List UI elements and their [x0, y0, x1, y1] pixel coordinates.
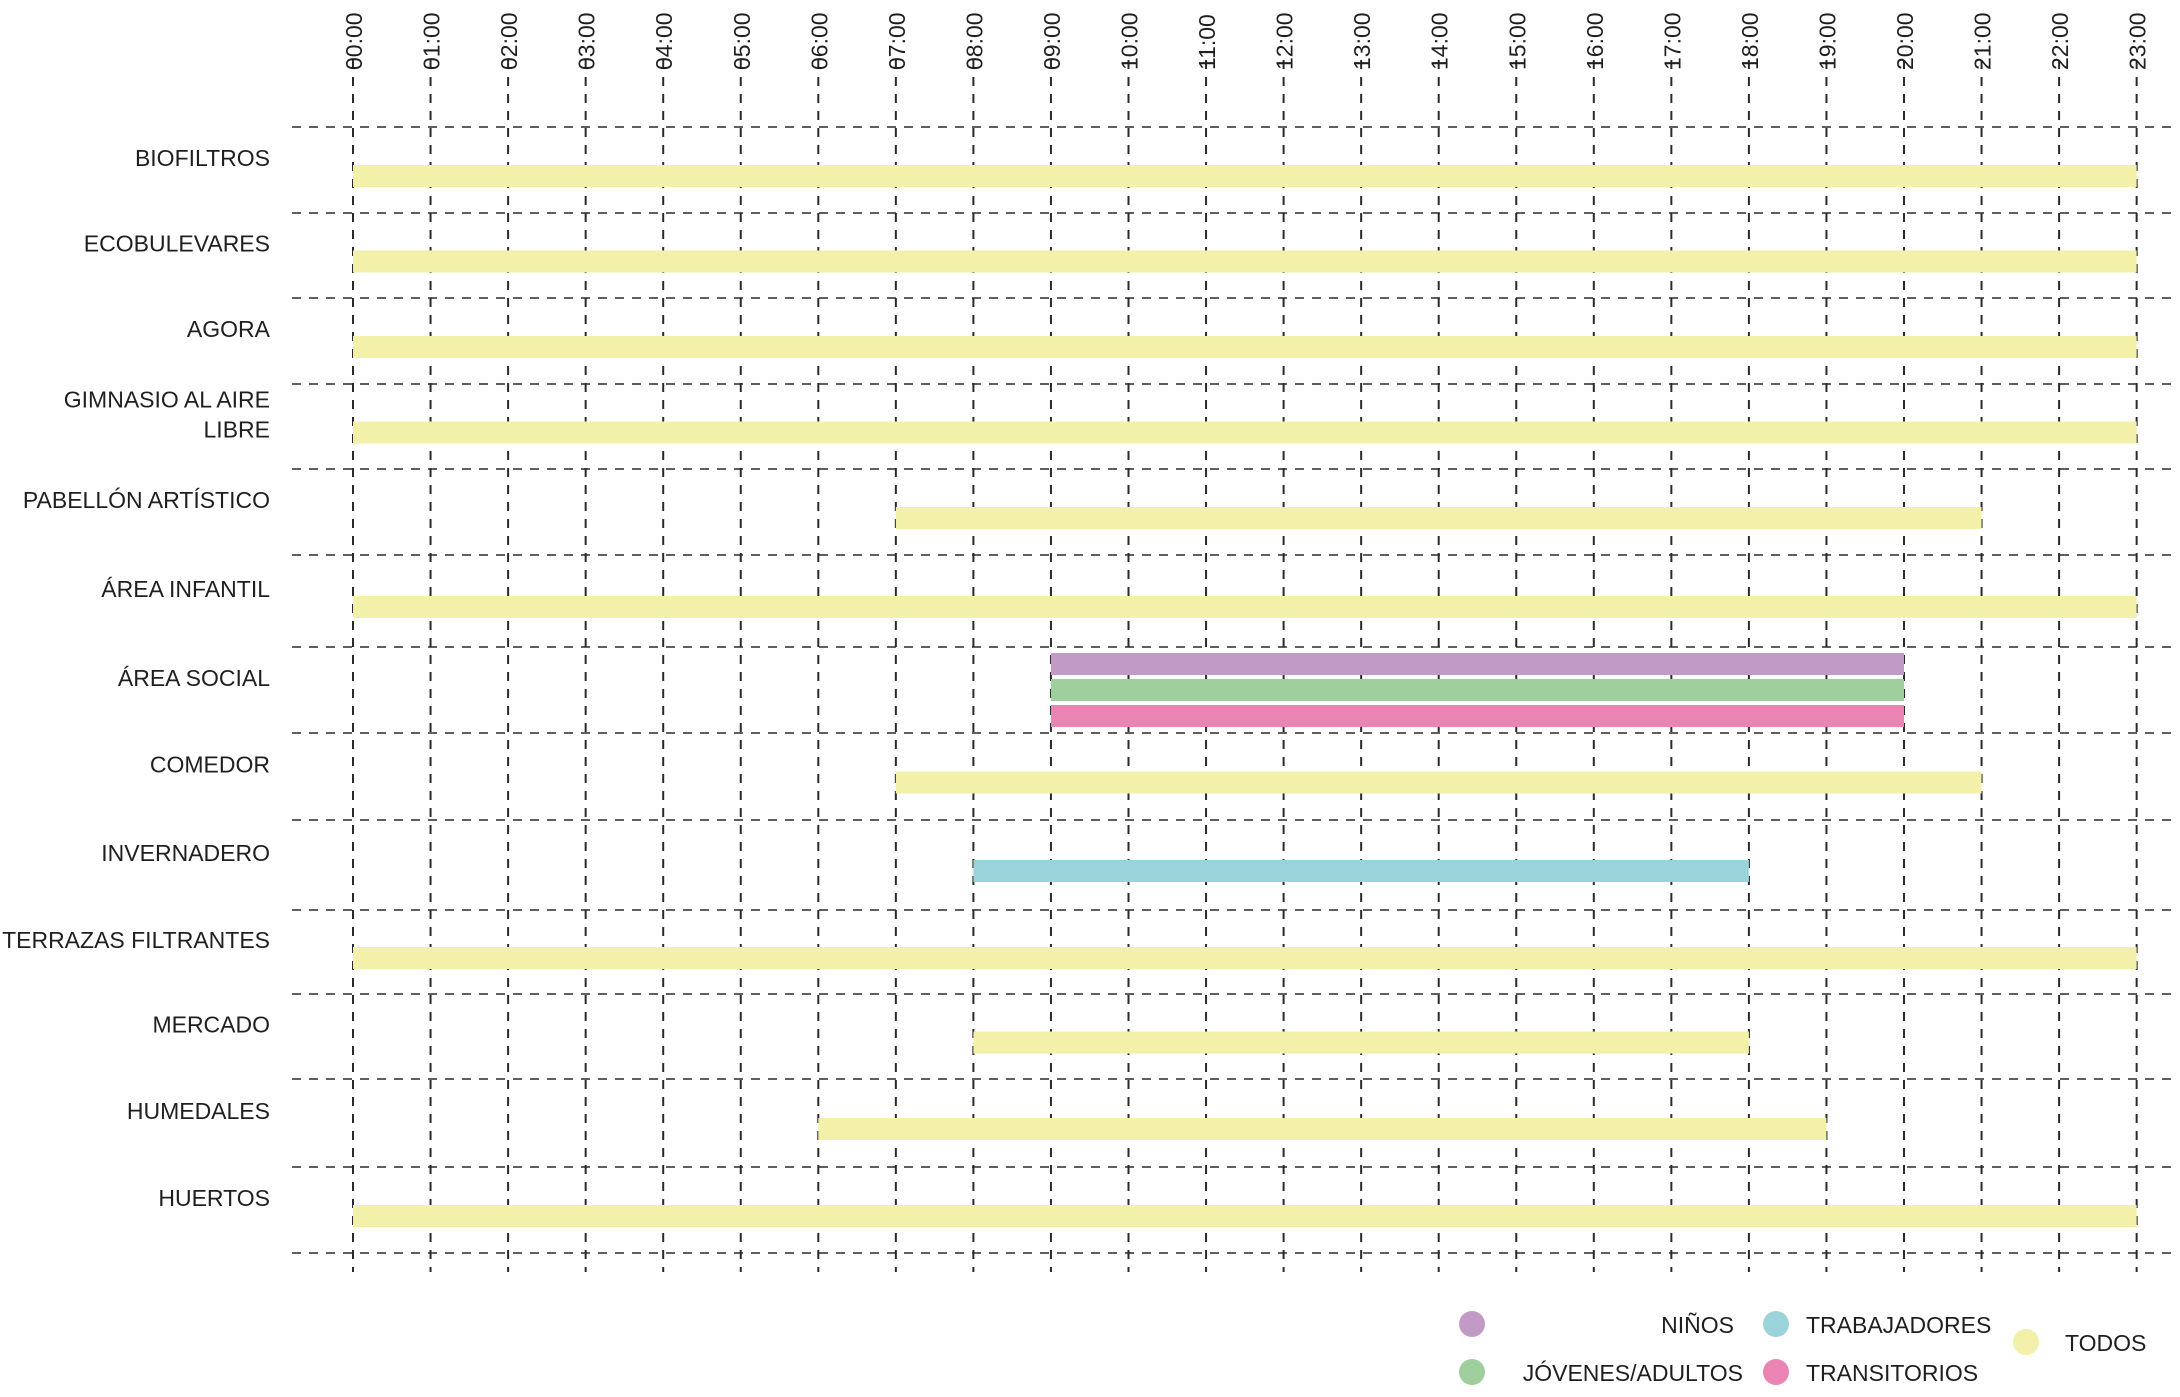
x-tick-label: 15:00 [1504, 12, 1530, 70]
legend-label-jovenes-adultos: JÓVENES/ADULTOS [1523, 1360, 1743, 1386]
x-tick-label: 20:00 [1892, 12, 1918, 70]
x-tick-label: 01:00 [419, 12, 445, 70]
category-label: LIBRE [204, 417, 270, 443]
x-tick-label: 16:00 [1582, 12, 1608, 70]
x-tick-label: 14:00 [1427, 12, 1453, 70]
legend-swatch-jovenes-adultos [1459, 1359, 1485, 1385]
bar-humedales-todos [818, 1118, 1827, 1140]
bar-area-social-ninos [1050, 653, 1904, 675]
category-label: PABELLÓN ARTÍSTICO [23, 487, 270, 513]
legend-swatch-todos [2013, 1329, 2039, 1355]
bar-biofiltros-todos [353, 165, 2137, 187]
x-tick-label: 04:00 [651, 12, 677, 70]
category-label: ECOBULEVARES [84, 231, 270, 257]
x-tick-label: 06:00 [806, 12, 832, 70]
x-tick-label: 12:00 [1272, 12, 1298, 70]
legend-swatch-ninos [1459, 1311, 1485, 1337]
legend-label-ninos: NIÑOS [1661, 1312, 1734, 1338]
legend: NIÑOS JÓVENES/ADULTOS TRABAJADORES TRANSITO… [1459, 1311, 2146, 1386]
legend-label-todos: TODOS [2065, 1330, 2146, 1356]
x-tick-label: 03:00 [574, 12, 600, 70]
category-label: ÁREA SOCIAL [118, 665, 270, 691]
category-label: GIMNASIO AL AIRE [64, 387, 270, 413]
bar-mercado-todos [973, 1031, 1749, 1054]
x-tick-label: 07:00 [884, 12, 910, 70]
x-tick-label: 21:00 [1970, 12, 1996, 70]
category-label: AGORA [187, 316, 271, 342]
x-tick-label: 13:00 [1349, 12, 1375, 70]
category-label: MERCADO [152, 1012, 270, 1038]
bar-area-social-jovenes-adultos [1050, 679, 1904, 701]
category-label: ÁREA INFANTIL [101, 576, 270, 602]
x-tick-labels: 00:00 01:00 02:00 03:00 04:00 05:00 06:00 07:00… [341, 12, 2151, 70]
x-tick-label: 19:00 [1814, 12, 1840, 70]
x-tick-label: 09:00 [1039, 12, 1065, 70]
x-tick-label: 02:00 [496, 12, 522, 70]
bar-huertos-todos [353, 1205, 2137, 1227]
bar-ecobulevares-todos [353, 250, 2137, 273]
category-labels: BIOFILTROS ECOBULEVARES AGORA GIMNASIO AL A… [2, 145, 271, 1211]
category-label: COMEDOR [150, 752, 270, 778]
category-label: TERRAZAS FILTRANTES [2, 927, 270, 953]
category-label: HUMEDALES [127, 1098, 270, 1124]
bar-invernadero-trabajadores [973, 860, 1749, 882]
bar-agora-todos [353, 336, 2137, 358]
x-tick-label: 22:00 [2047, 12, 2073, 70]
grid-lines [292, 60, 2172, 1272]
legend-swatch-trabajadores [1763, 1311, 1789, 1337]
bar-area-infantil-todos [353, 596, 2137, 618]
x-tick-label: 05:00 [729, 12, 755, 70]
bar-pabellon-artistico-todos [895, 507, 1982, 529]
x-tick-label: 17:00 [1659, 12, 1685, 70]
bar-area-social-transitorios [1050, 705, 1904, 727]
legend-label-trabajadores: TRABAJADORES [1806, 1312, 1991, 1338]
bars [353, 165, 2137, 1227]
x-tick-label: 10:00 [1117, 12, 1143, 70]
category-label: INVERNADERO [101, 840, 270, 866]
legend-label-transitorios: TRANSITORIOS [1806, 1360, 1978, 1386]
x-tick-label: 23:00 [2125, 12, 2151, 70]
legend-swatch-transitorios [1763, 1359, 1789, 1385]
x-tick-label: 18:00 [1737, 12, 1763, 70]
x-tick-label: 08:00 [961, 12, 987, 70]
bar-terrazas-filtrantes-todos [353, 947, 2137, 969]
x-tick-label: 11:00 [1194, 14, 1220, 70]
bar-gimnasio-al-aire-libre-todos [353, 421, 2137, 444]
bar-comedor-todos [895, 771, 1982, 794]
category-label: BIOFILTROS [135, 145, 270, 171]
category-label: HUERTOS [158, 1185, 270, 1211]
x-tick-label: 00:00 [341, 12, 367, 70]
